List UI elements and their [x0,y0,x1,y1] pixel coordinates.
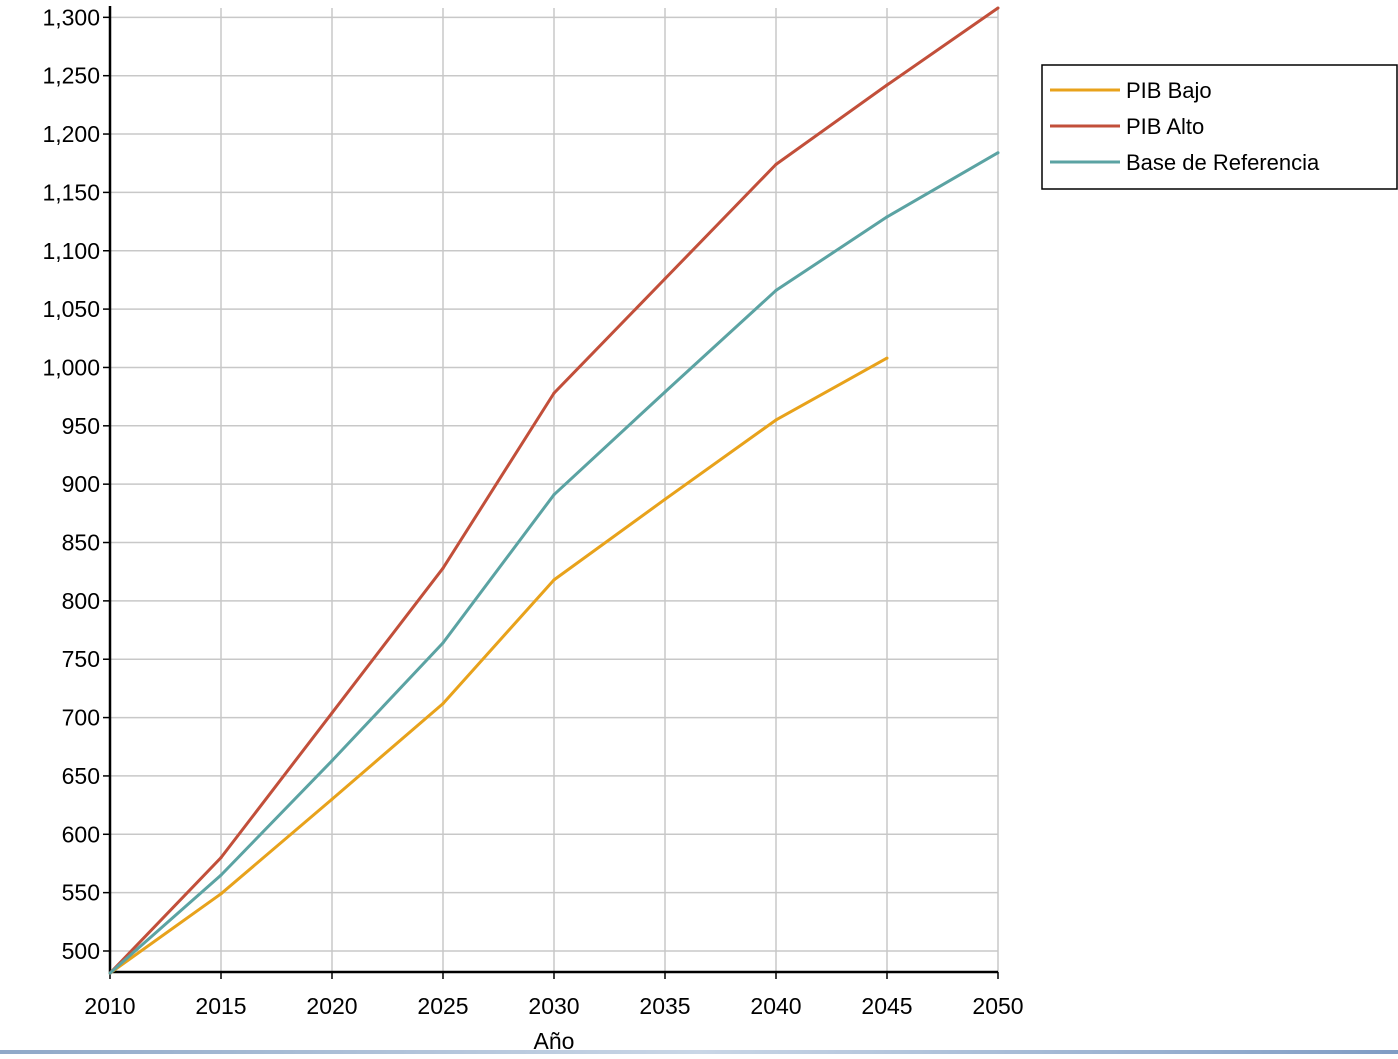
data-point [885,356,889,360]
y-tick-label: 1,100 [42,238,100,264]
y-tick-label: 1,300 [42,4,100,30]
data-point [996,6,1000,10]
data-point [552,493,556,497]
data-point [774,162,778,166]
x-tick-label: 2040 [750,993,801,1019]
data-point [663,497,667,501]
y-tick-label: 650 [62,763,100,789]
data-point [219,873,223,877]
x-tick-label: 2035 [639,993,690,1019]
data-point [663,277,667,281]
x-tick-label: 2020 [306,993,357,1019]
y-tick-label: 1,150 [42,179,100,205]
data-point [108,971,112,975]
gridlines [109,8,999,972]
data-point [885,83,889,87]
y-tick-label: 1,050 [42,296,100,322]
x-tick-label: 2025 [417,993,468,1019]
series-lines [108,6,1000,975]
bottom-decoration-bar [0,1050,1398,1054]
x-tick-label: 2010 [84,993,135,1019]
x-axis-title: Año [534,1028,575,1054]
data-point [552,391,556,395]
y-tick-label: 1,250 [42,63,100,89]
x-tick-label: 2015 [195,993,246,1019]
y-tick-label: 600 [62,821,100,847]
legend-label: PIB Alto [1126,114,1204,139]
legend: PIB Bajo PIB Alto Base de Referencia [1041,64,1398,190]
y-tick-label: 950 [62,413,100,439]
y-tick-label: 500 [62,938,100,964]
data-point [996,151,1000,155]
legend-label: PIB Bajo [1126,78,1212,103]
y-tick-label: 850 [62,530,100,556]
data-point [774,288,778,292]
y-tick-label: 750 [62,646,100,672]
data-point [219,856,223,860]
data-point [441,702,445,706]
axes: 2010 2015 2020 2025 2030 2035 2040 2045 2050 500 5… [42,4,1023,1054]
y-tick-label: 1,000 [42,354,100,380]
y-tick-label: 550 [62,880,100,906]
data-point [774,418,778,422]
x-tick-label: 2045 [861,993,912,1019]
data-point [219,892,223,896]
data-point [885,215,889,219]
data-point [330,711,334,715]
data-point [330,797,334,801]
x-tick-label: 2050 [972,993,1023,1019]
data-point [441,566,445,570]
y-tick-label: 900 [62,471,100,497]
data-point [330,759,334,763]
x-tick-label: 2030 [528,993,579,1019]
series-line-0 [109,356,888,975]
legend-label: Base de Referencia [1126,150,1320,175]
y-tick-label: 1,200 [42,121,100,147]
y-tick-label: 700 [62,705,100,731]
data-point [441,641,445,645]
data-point [552,578,556,582]
data-point [663,390,667,394]
y-tick-label: 800 [62,588,100,614]
